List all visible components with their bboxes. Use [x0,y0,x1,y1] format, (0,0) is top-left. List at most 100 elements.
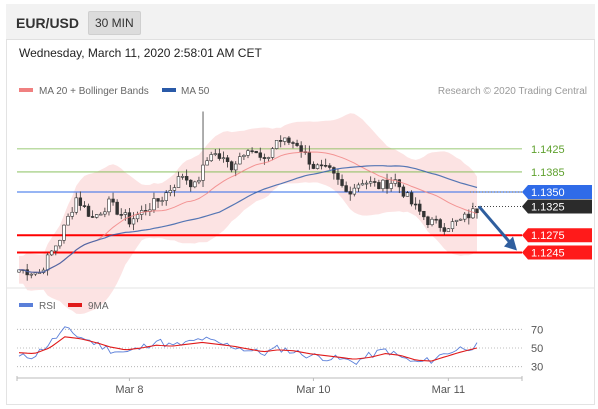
ma50-line [19,165,478,273]
candle-body [434,218,438,221]
candle-body [413,203,418,206]
candle-body [274,140,279,149]
candle-body [221,157,226,160]
candle-body [295,142,299,146]
candle-body [454,219,459,222]
candle-body [103,211,107,215]
resistance-label: 1.1385 [531,167,565,179]
candle-body [418,203,422,212]
ma50-legend-swatch [162,88,176,92]
candle-body [463,213,467,220]
x-tick-label: Mar 10 [296,384,330,396]
x-tick-label: Mar 11 [432,384,465,396]
candle-body [356,184,361,189]
candle-body [234,163,238,171]
support-label: 1.1275 [531,230,565,242]
rsi-panel: 70 50 30 [17,324,543,374]
price-level-labels: 1.1425 1.1385 1.1350 1.1325 1.1275 1.1245 [522,144,592,260]
forecast-arrow-shaft [477,205,512,244]
candle-body [74,197,78,213]
chart-datetime: Wednesday, March 11, 2020 2:58:01 AM CET [19,46,262,60]
candle-body [422,210,426,218]
candle-body [426,216,430,226]
candle-body [381,179,385,190]
research-credit: Research © 2020 Trading Central [438,86,587,97]
candle-body [368,181,373,184]
candle-body [213,153,217,155]
candle-body [123,212,128,215]
candle-body [70,211,74,217]
candle-body [319,164,324,167]
candle-body [340,179,344,186]
candle-body [184,176,189,181]
candle-body [225,157,230,163]
candle-body [168,190,173,194]
forecast-arrow-head [504,236,517,251]
candle-body [152,198,156,211]
rsi-ma9-line [18,336,478,362]
candle-body [131,218,136,225]
candle-body [344,185,348,192]
candle-body [62,224,66,241]
candle-body [266,157,271,159]
moving-averages [19,151,517,273]
rsi-legend-swatch [19,303,33,307]
candle-body [111,198,115,203]
candle-body [205,160,209,166]
candle-body [397,179,402,188]
candle-body [409,192,414,205]
candle-body [352,187,357,195]
candle-body [291,142,295,144]
price-levels [17,148,522,254]
ma50-legend-label: MA 50 [181,86,210,97]
candle-body [364,182,369,185]
candle-body [311,163,316,169]
candle-body [442,227,446,232]
candle-body [160,200,164,202]
candle-body [258,152,262,158]
candle-body [450,221,455,230]
candle-body [287,137,291,143]
candle-body [458,218,463,221]
candle-body [385,179,389,189]
x-axis: Mar 8 Mar 10 Mar 11 [16,376,523,396]
candle-body [86,205,91,217]
candle-body [45,254,50,271]
timeframe-button[interactable]: 30 MIN [88,11,141,35]
candle-body [29,273,33,276]
candle-body [405,192,410,197]
candle-body [246,150,250,156]
candle-body [446,228,451,232]
candle-body [176,176,181,188]
candle-body [315,164,320,169]
candle-body [401,186,406,197]
candle-body [307,151,312,165]
candle-body [193,181,197,188]
bollinger-bands [19,113,477,314]
candle-body [328,165,332,168]
candle-body [438,219,442,228]
candle-body [99,213,103,216]
candlesticks [17,111,479,281]
rsi-level-label: 30 [531,362,543,374]
candle-body [164,192,168,201]
ma20-legend-swatch [19,88,33,92]
last-price-label: 1.1325 [531,201,565,213]
candle-body [172,187,177,191]
candle-body [119,214,123,216]
last-price-box [522,199,592,214]
rsi-level-label: 50 [531,343,543,355]
candle-body [360,183,365,186]
candle-body [389,183,393,189]
candle-body [283,137,287,142]
candle-body [270,148,275,158]
bollinger-band-fill [19,113,477,314]
candle-body [299,145,303,152]
candle-body [262,157,267,159]
resistance-label: 1.1425 [531,144,565,156]
candle-body [475,208,479,214]
candle-body [115,201,119,215]
candle-body [250,150,254,153]
candle-body [33,272,38,275]
